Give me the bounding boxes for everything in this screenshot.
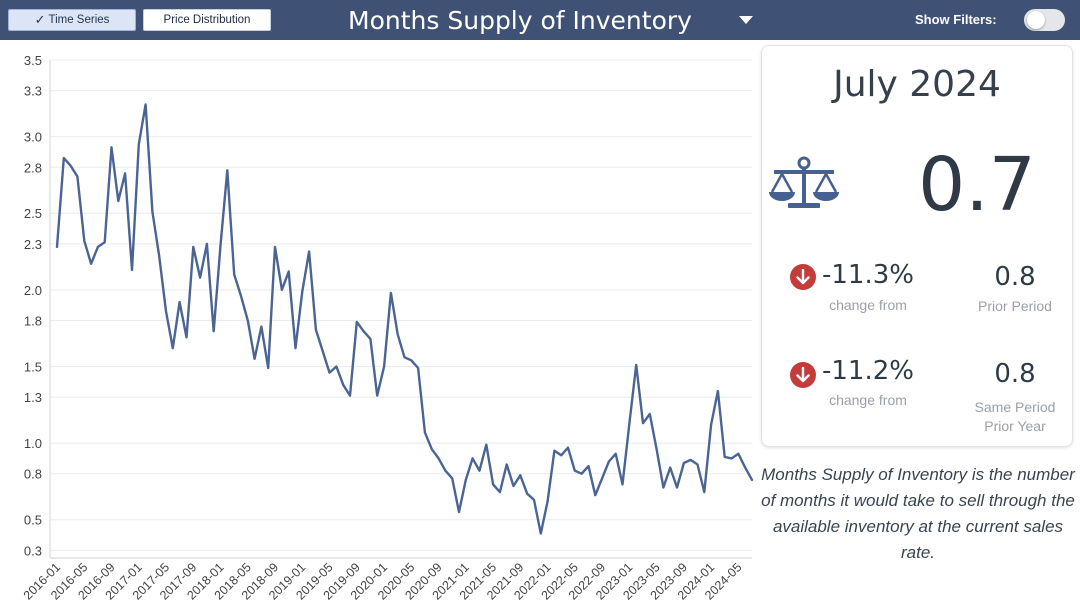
y-tick-label: 0.8 [24, 467, 42, 482]
show-filters-label: Show Filters: [915, 12, 997, 27]
prior-period-label: Prior Period [978, 298, 1052, 314]
y-tick-label: 1.3 [24, 390, 42, 405]
change-from-label: change from [829, 392, 907, 408]
header-bar: ✓ Time Series Price Distribution Months … [0, 0, 1080, 40]
y-tick-label: 2.3 [24, 237, 42, 252]
y-tick-label: 3.5 [24, 53, 42, 68]
current-value: 0.7 [918, 142, 1036, 228]
arrow-down-icon [790, 264, 816, 290]
period-label: July 2024 [833, 64, 1001, 105]
kpi-card: July 2024 0.7 -11.3% change from 0.8 Pri… [761, 45, 1073, 447]
check-icon: ✓ [34, 12, 46, 27]
y-tick-label: 1.5 [24, 359, 42, 374]
tab-time-series-label: Time Series [48, 14, 110, 26]
change-from-label: change from [829, 297, 907, 313]
toggle-knob [1027, 11, 1045, 29]
prior-year-value: 0.8 [994, 359, 1036, 389]
y-tick-label: 2.0 [24, 283, 42, 298]
change-prior-period: -11.3% [822, 260, 914, 290]
y-tick-label: 1.8 [24, 313, 42, 328]
y-tick-label: 0.3 [24, 543, 42, 558]
tab-price-distribution-label: Price Distribution [163, 14, 251, 26]
y-tick-label: 0.5 [24, 513, 42, 528]
y-tick-label: 2.8 [24, 160, 42, 175]
y-tick-label: 3.3 [24, 84, 42, 99]
scale-icon [769, 156, 839, 208]
line-chart: 0.3 0.5 0.8 1.0 1.3 1.5 1.8 2.0 2.3 2.5 2.8 3.0 3.3 3… [0, 40, 760, 614]
y-tick-label: 3.0 [24, 130, 42, 145]
page-title: Months Supply of Inventory [348, 6, 692, 35]
show-filters-toggle[interactable] [1024, 9, 1065, 31]
prior-period-value: 0.8 [994, 262, 1036, 292]
change-prior-year: -11.2% [822, 356, 914, 386]
series-line [55, 103, 754, 535]
prior-year-label-line1: Same Period [974, 399, 1056, 415]
y-tick-label: 2.5 [24, 206, 42, 221]
description-text: Months Supply of Inventory is the number… [761, 465, 1075, 562]
prior-year-label: Same Period Prior Year [958, 398, 1072, 436]
chevron-down-icon[interactable] [739, 16, 753, 24]
arrow-down-icon [790, 362, 816, 388]
chart-svg: 0.3 0.5 0.8 1.0 1.3 1.5 1.8 2.0 2.3 2.5 2.8 3.0 3.3 3… [21, 53, 754, 603]
tab-price-distribution[interactable]: Price Distribution [143, 9, 271, 31]
tab-time-series[interactable]: ✓ Time Series [8, 9, 136, 31]
prior-year-label-line2: Prior Year [984, 418, 1046, 434]
y-tick-label: 1.0 [24, 436, 42, 451]
